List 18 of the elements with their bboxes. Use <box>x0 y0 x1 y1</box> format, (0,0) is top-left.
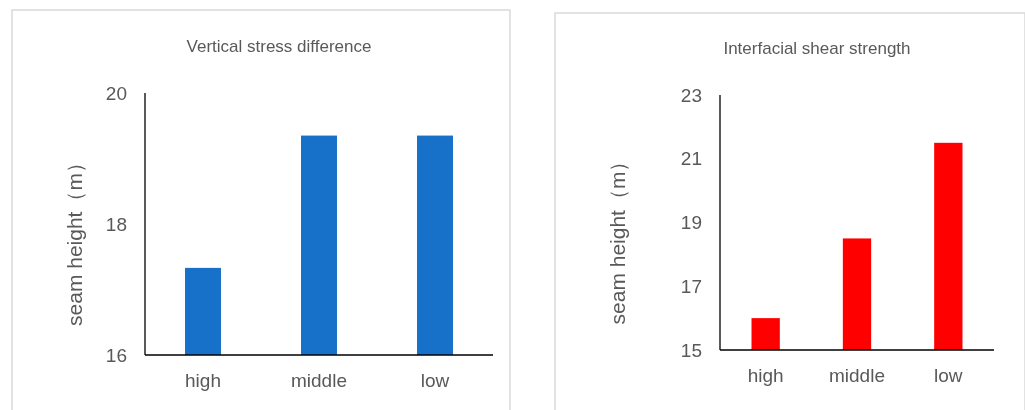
y-tick-label: 20 <box>105 82 127 104</box>
x-tick-label: high <box>747 365 784 386</box>
y-tick-label: 23 <box>680 84 702 106</box>
y-tick-label: 18 <box>105 213 127 235</box>
y-tick-label: 16 <box>105 344 127 366</box>
x-tick-label: low <box>420 370 450 391</box>
x-tick-label: high <box>185 370 221 391</box>
x-tick-label: low <box>934 365 963 386</box>
y-axis-title: seam height（m） <box>63 152 86 326</box>
chart-title: Vertical stress difference <box>186 37 372 56</box>
y-axis-title: seam height（m） <box>606 150 629 325</box>
y-tick-label: 21 <box>680 148 702 170</box>
x-tick-label: middle <box>291 370 347 391</box>
chart-title: Interfacial shear strength <box>723 39 911 58</box>
x-tick-label: middle <box>829 365 885 386</box>
y-tick-label: 19 <box>680 212 702 233</box>
y-tick-label: 17 <box>680 275 702 297</box>
y-tick-label: 15 <box>680 339 702 361</box>
